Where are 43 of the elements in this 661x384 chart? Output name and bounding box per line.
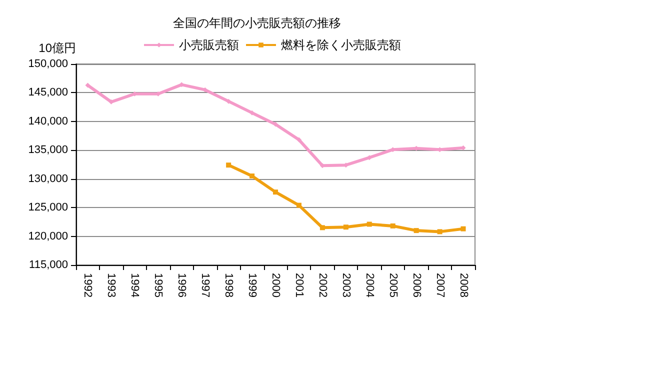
point xyxy=(296,202,302,208)
point xyxy=(273,122,278,127)
y-tick-label: 120,000 xyxy=(28,230,68,242)
x-tick-label: 1997 xyxy=(199,273,212,298)
legend-label: 燃料を除く小売販売額 xyxy=(281,38,401,52)
point xyxy=(320,225,325,230)
point xyxy=(366,222,372,227)
x-tick-label: 1994 xyxy=(128,273,141,298)
point xyxy=(437,229,442,234)
point xyxy=(460,226,466,232)
x-tick-label: 2002 xyxy=(316,273,328,298)
legend-label: 小売販売額 xyxy=(179,38,239,52)
x-tick-label: 1998 xyxy=(222,273,235,298)
x-tick-label: 1999 xyxy=(246,273,258,298)
x-tick-label: 1993 xyxy=(105,273,118,298)
y-axis-title: 10億円 xyxy=(38,41,76,55)
point xyxy=(414,228,419,234)
x-tick-label: 2004 xyxy=(363,273,376,298)
x-tick-label: 2000 xyxy=(270,273,282,298)
point xyxy=(226,162,232,168)
x-tick-label: 2001 xyxy=(292,273,305,298)
y-tick-label: 130,000 xyxy=(28,172,68,185)
x-tick-label: 1996 xyxy=(176,273,188,298)
y-tick-label: 115,000 xyxy=(29,259,68,271)
x-tick-label: 1992 xyxy=(82,273,94,298)
point xyxy=(390,223,396,228)
point xyxy=(85,82,90,88)
x-tick-label: 1995 xyxy=(152,273,164,298)
chart-title: 全国の年間の小売販売額の推移 xyxy=(173,16,341,30)
point xyxy=(273,190,278,195)
x-tick-label: 2006 xyxy=(410,273,422,298)
point xyxy=(250,173,255,178)
y-tick-label: 150,000 xyxy=(28,58,68,70)
y-tick-label: 125,000 xyxy=(28,202,68,214)
x-tick-label: 2007 xyxy=(434,273,446,298)
x-tick-label: 2008 xyxy=(457,273,470,298)
x-tick-label: 2005 xyxy=(386,273,399,298)
y-tick-label: 140,000 xyxy=(28,115,68,128)
point xyxy=(343,224,348,230)
x-tick-label: 2003 xyxy=(340,273,352,298)
point xyxy=(296,137,302,142)
y-tick-label: 145,000 xyxy=(28,86,68,99)
y-tick-label: 135,000 xyxy=(28,144,68,156)
